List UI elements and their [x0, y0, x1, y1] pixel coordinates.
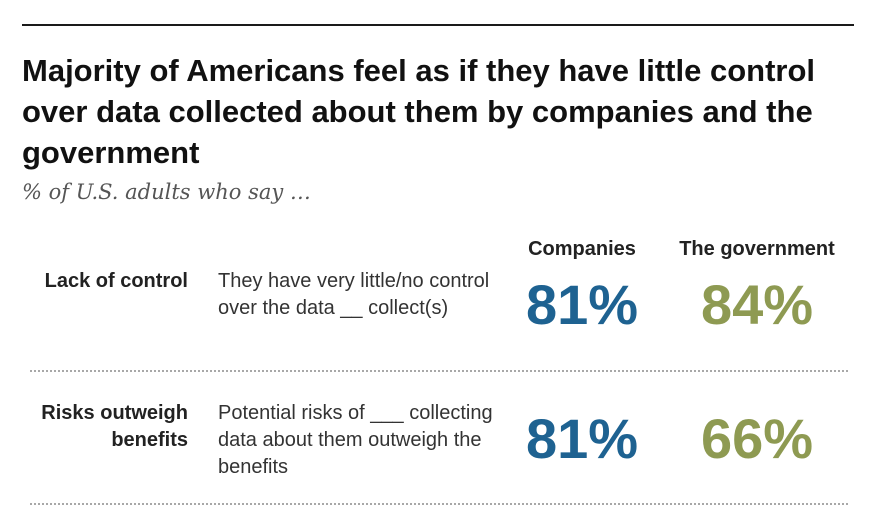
row-divider [30, 503, 848, 505]
row-divider [30, 370, 848, 372]
value-companies: 81% [525, 273, 639, 336]
value-companies: 81% [525, 407, 639, 470]
chart-subtitle: % of U.S. adults who say … [22, 180, 311, 204]
row-description: Potential risks of ___ collecting data a… [218, 402, 493, 478]
row-label: Lack of control [44, 270, 188, 292]
row-description: They have very little/no control over th… [218, 270, 490, 319]
chart-title: Majority of Americans feel as if they ha… [22, 53, 816, 170]
value-government: 66% [700, 407, 814, 470]
column-header-companies: Companies [528, 238, 636, 260]
top-rule [22, 24, 854, 26]
column-header-government: The government [679, 238, 835, 260]
row-label: Risks outweigh benefits [41, 402, 188, 451]
value-government: 84% [700, 273, 814, 336]
